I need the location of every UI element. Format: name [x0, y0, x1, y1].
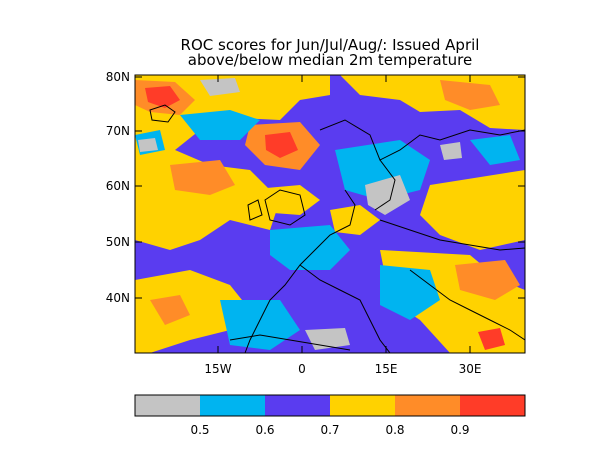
colorbar-label: 0.9: [450, 423, 469, 437]
y-tick-label: 80N: [106, 70, 130, 84]
colorbar-segment: [330, 395, 395, 416]
colorbar: 0.5 0.6 0.7 0.8 0.9: [134, 394, 526, 437]
x-tick-label: 15W: [204, 362, 231, 376]
y-tick-label: 70N: [106, 124, 130, 138]
colorbar-label: 0.8: [385, 423, 404, 437]
colorbar-segment: [460, 395, 525, 416]
score-field: [135, 75, 525, 353]
x-tick-label: 30E: [459, 362, 482, 376]
map-panel: [134, 74, 526, 354]
colorbar-segment: [265, 395, 330, 416]
colorbar-segment: [200, 395, 265, 416]
x-axis: 15W 0 15E 30E: [204, 75, 481, 376]
colorbar-segment: [395, 395, 460, 416]
colorbar-label: 0.6: [255, 423, 274, 437]
colorbar-segment: [135, 395, 200, 416]
x-tick-label: 15E: [375, 362, 398, 376]
title-line-1: ROC scores for Jun/Jul/Aug/: Issued Apri…: [181, 36, 480, 54]
y-tick-label: 60N: [106, 179, 130, 193]
title-line-2: above/below median 2m temperature: [188, 51, 472, 69]
y-tick-label: 40N: [106, 291, 130, 305]
colorbar-label: 0.5: [190, 423, 209, 437]
x-tick-label: 0: [298, 362, 306, 376]
colorbar-label: 0.7: [320, 423, 339, 437]
y-axis: 80N 70N 60N 50N 40N: [106, 70, 525, 305]
y-tick-label: 50N: [106, 235, 130, 249]
